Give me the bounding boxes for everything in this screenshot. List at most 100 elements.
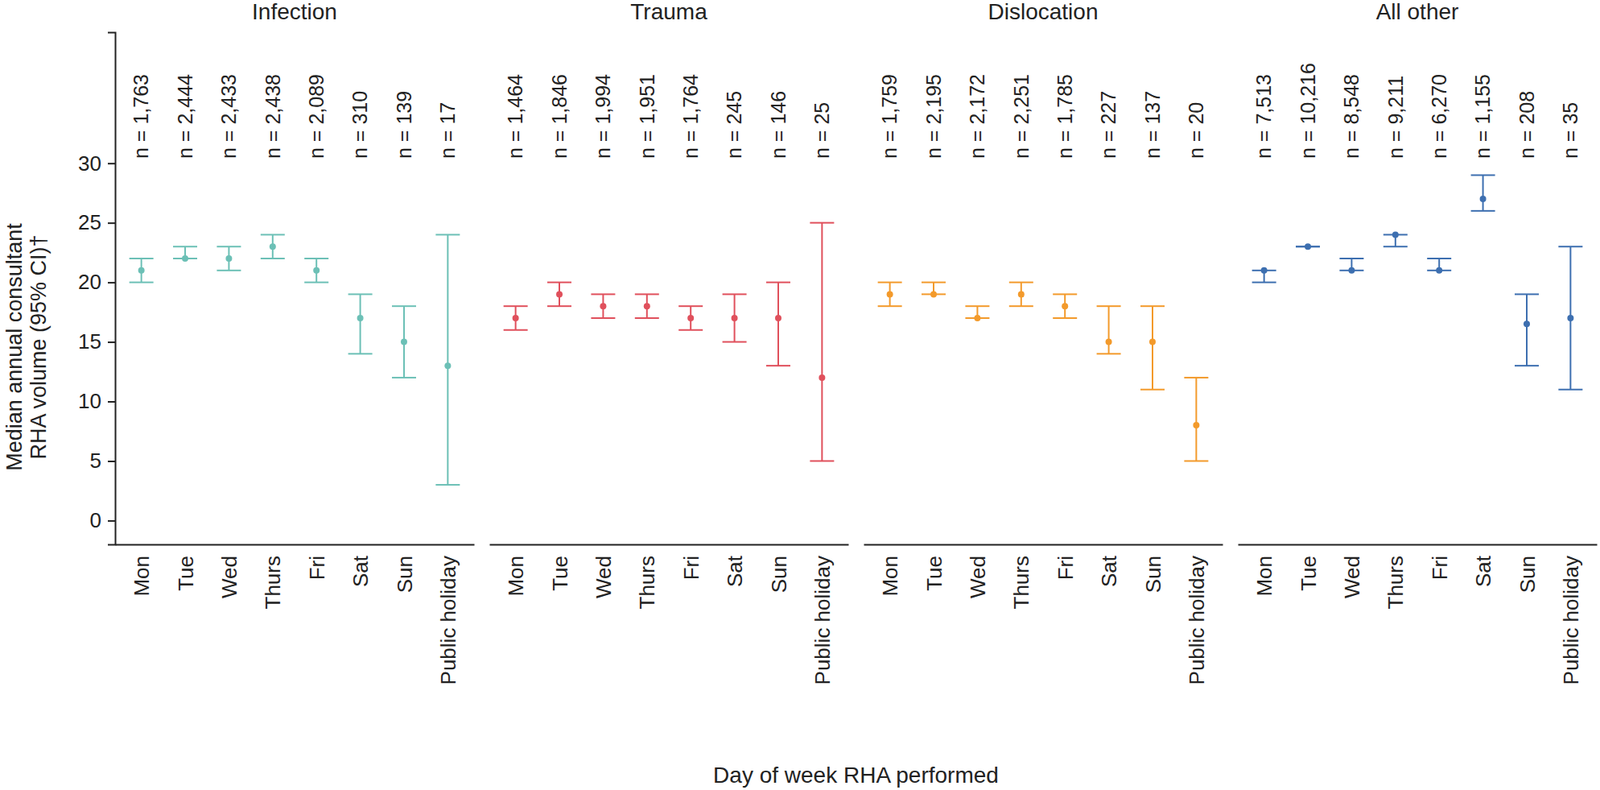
- x-axis-line: [490, 544, 850, 546]
- error-bar-cap-lower: [304, 281, 329, 284]
- panel: Infectionn = 1,763n = 2,444n = 2,433n = …: [115, 0, 475, 685]
- n-label: n = 245: [722, 90, 746, 159]
- x-tick-label: Fri: [1053, 555, 1078, 580]
- x-tick: Tue: [173, 544, 198, 591]
- marks: [129, 234, 461, 485]
- error-bar: [1140, 305, 1165, 390]
- error-bar-cap-upper: [304, 257, 329, 260]
- n-label: n = 2,251: [1010, 74, 1033, 159]
- x-tick-label: Wed: [1340, 555, 1365, 598]
- error-bar-cap-upper: [1514, 292, 1539, 295]
- panel-title: Dislocation: [988, 0, 1099, 25]
- error-bar-cap-lower: [1140, 388, 1165, 391]
- n-label: n = 1,759: [878, 74, 901, 159]
- marks: [1252, 174, 1584, 389]
- error-bar-cap-lower: [1514, 364, 1539, 367]
- x-tick-label: Sat: [722, 554, 747, 587]
- n-label: n = 35: [1558, 102, 1582, 159]
- median-point: [599, 302, 607, 310]
- x-tick-label: Sun: [392, 555, 417, 593]
- y-tick: 20: [78, 269, 116, 294]
- y-axis: 051015202530: [78, 32, 116, 545]
- y-tick: 10: [78, 388, 116, 413]
- x-tick: Fri: [1427, 544, 1452, 580]
- panel-title: Infection: [251, 0, 338, 25]
- y-tick-mark: [107, 162, 116, 165]
- y-tick: 5: [90, 448, 116, 473]
- error-bar-cap-lower: [1052, 317, 1077, 319]
- x-tick: Thurs: [260, 544, 285, 609]
- error-bar: [1514, 293, 1539, 366]
- median-point: [818, 374, 825, 381]
- error-bar-cap-lower: [722, 341, 747, 343]
- error-bar: [391, 305, 417, 378]
- error-bar-cap-lower: [1009, 305, 1034, 307]
- y-tick-label: 15: [78, 329, 102, 354]
- error-bar: [678, 305, 703, 330]
- median-point: [1061, 302, 1069, 310]
- x-tick-label: Sat: [348, 554, 373, 587]
- x-tick: Mon: [503, 544, 528, 597]
- error-bar-cap-upper: [766, 281, 791, 284]
- error-bar-stem: [1525, 293, 1528, 366]
- error-bar-cap-upper: [590, 292, 615, 295]
- error-bar-cap-upper: [1471, 173, 1496, 176]
- error-bar-stem: [820, 222, 823, 462]
- error-bar-cap-upper: [1339, 257, 1364, 260]
- error-bar-cap-lower: [678, 329, 703, 331]
- x-tick: Fri: [1053, 544, 1078, 580]
- n-label: n = 7,513: [1252, 74, 1275, 159]
- x-tick: Mon: [129, 544, 154, 597]
- error-bar-cap-upper: [129, 257, 154, 260]
- y-tick-label: 0: [90, 507, 102, 532]
- n-label: n = 2,433: [217, 74, 240, 159]
- error-bar-cap-lower: [1096, 352, 1122, 355]
- n-label: n = 17: [436, 102, 459, 159]
- error-bar-cap-upper: [1426, 257, 1452, 260]
- x-axis-line: [864, 544, 1224, 546]
- x-axis: MonTueWedThursFriSatSunPublic holiday: [1238, 544, 1598, 685]
- panel: Trauman = 1,464n = 1,846n = 1,994n = 1,9…: [490, 0, 850, 685]
- x-tick-label: Thurs: [1009, 555, 1034, 609]
- n-label: n = 1,994: [591, 74, 615, 159]
- x-tick: Sun: [767, 544, 792, 593]
- y-axis-title: Median annual consultantRHA volume (95% …: [2, 222, 51, 471]
- x-tick: Sat: [348, 544, 373, 587]
- error-bar-stem: [1151, 305, 1154, 390]
- x-tick-label: Wed: [217, 555, 242, 598]
- error-bar-cap-upper: [1183, 376, 1209, 379]
- n-label: n = 20: [1184, 102, 1208, 159]
- error-bar-cap-upper: [921, 281, 946, 284]
- error-bar-cap-upper: [878, 281, 903, 284]
- x-tick: Wed: [1340, 544, 1365, 598]
- n-label: n = 2,195: [922, 74, 945, 159]
- error-bar-cap-upper: [1096, 305, 1122, 307]
- x-tick-label: Sun: [1515, 555, 1540, 593]
- median-point: [181, 255, 189, 262]
- median-point: [1392, 230, 1399, 238]
- n-label: n = 1,764: [679, 74, 702, 159]
- x-tick: Thurs: [1009, 544, 1034, 609]
- median-point: [1149, 338, 1156, 346]
- x-tick: Tue: [1296, 544, 1321, 591]
- n-label: n = 227: [1096, 90, 1120, 159]
- error-bar: [1183, 377, 1209, 462]
- x-tick-label: Sat: [1471, 554, 1496, 587]
- error-bar-cap-lower: [1252, 281, 1277, 284]
- error-bar-cap-upper: [964, 305, 990, 307]
- y-axis-title-line: Median annual consultant: [2, 222, 27, 471]
- x-tick-label: Public holiday: [1558, 555, 1584, 685]
- median-point: [1261, 267, 1268, 274]
- error-bar-cap-lower: [1183, 459, 1209, 462]
- median-point: [643, 302, 651, 310]
- error-bar: [1096, 305, 1122, 354]
- error-bar-cap-upper: [1009, 281, 1034, 284]
- y-tick-label: 25: [78, 210, 102, 235]
- median-point: [687, 314, 694, 322]
- y-axis-line: [107, 32, 116, 545]
- error-bar-cap-lower: [216, 269, 241, 272]
- x-axis: MonTueWedThursFriSatSunPublic holiday: [864, 544, 1224, 685]
- panel-title: Trauma: [630, 0, 708, 25]
- x-axis: MonTueWedThursFriSatSunPublic holiday: [115, 544, 475, 685]
- chart: 051015202530Median annual consultantRHA …: [0, 0, 1600, 790]
